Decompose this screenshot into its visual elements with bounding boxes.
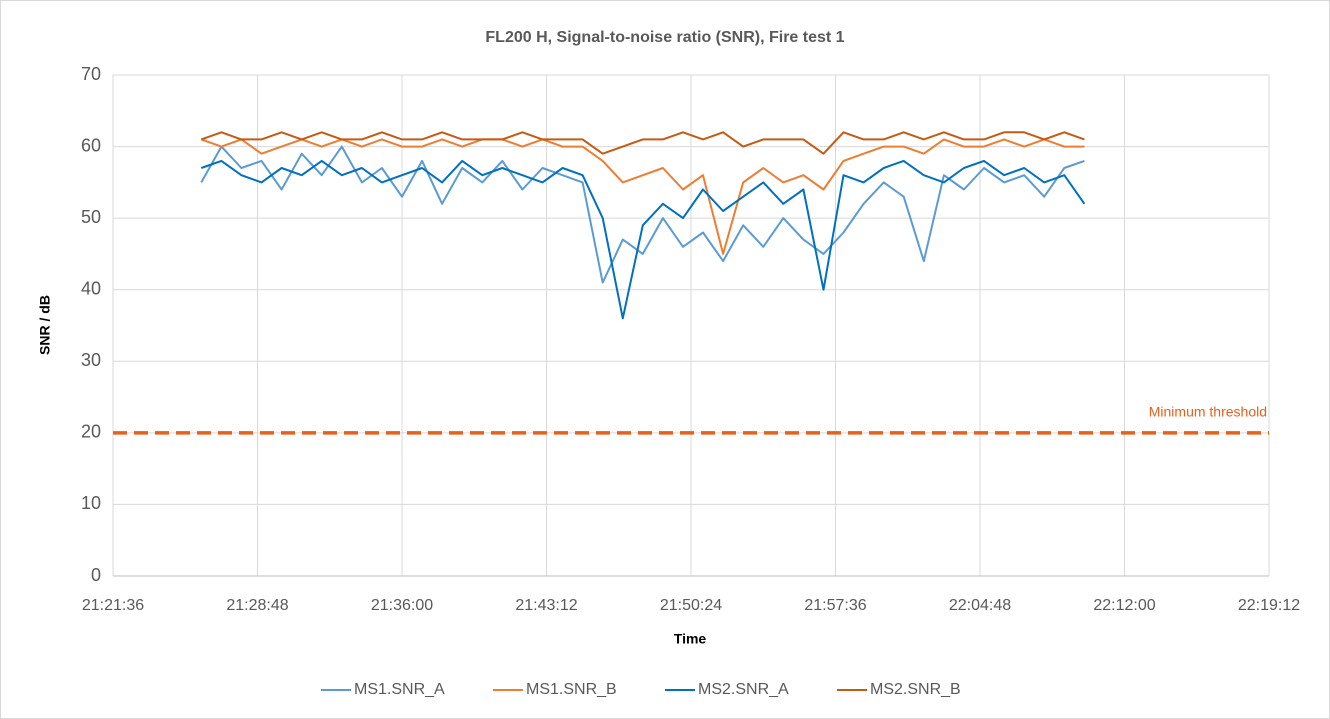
threshold-label: Minimum threshold [1149, 404, 1267, 420]
x-tick-label: 21:21:36 [82, 597, 144, 614]
data-line [200, 145, 1085, 284]
x-tick-label: 21:50:24 [660, 597, 722, 614]
x-tick-label: 21:43:12 [515, 597, 577, 614]
data-line [200, 131, 1085, 155]
x-tick-label: 22:04:48 [949, 597, 1011, 614]
x-axis-title: Time [674, 631, 707, 647]
y-tick-label: 20 [81, 422, 101, 442]
y-tick-label: 70 [81, 64, 101, 84]
x-tick-label: 21:28:48 [226, 597, 288, 614]
legend-label: MS1.SNR_A [354, 681, 445, 698]
legend-label: MS2.SNR_A [698, 681, 789, 698]
y-tick-label: 60 [81, 135, 101, 155]
legend-label: MS1.SNR_B [526, 681, 617, 698]
x-tick-label: 21:57:36 [804, 597, 866, 614]
x-tick-label: 22:12:00 [1093, 597, 1155, 614]
x-tick-label: 22:19:12 [1238, 597, 1300, 614]
y-tick-label: 50 [81, 207, 101, 227]
y-tick-label: 30 [81, 350, 101, 370]
y-tick-label: 0 [91, 565, 101, 585]
data-line [200, 159, 1086, 320]
y-axis-title: SNR / dB [37, 295, 53, 355]
y-tick-label: 40 [81, 278, 101, 298]
x-tick-label: 21:36:00 [371, 597, 433, 614]
y-tick-label: 10 [81, 493, 101, 513]
chart-title: FL200 H, Signal-to-noise ratio (SNR), Fi… [485, 29, 844, 46]
legend-label: MS2.SNR_B [870, 681, 961, 698]
data-line [200, 138, 1085, 255]
